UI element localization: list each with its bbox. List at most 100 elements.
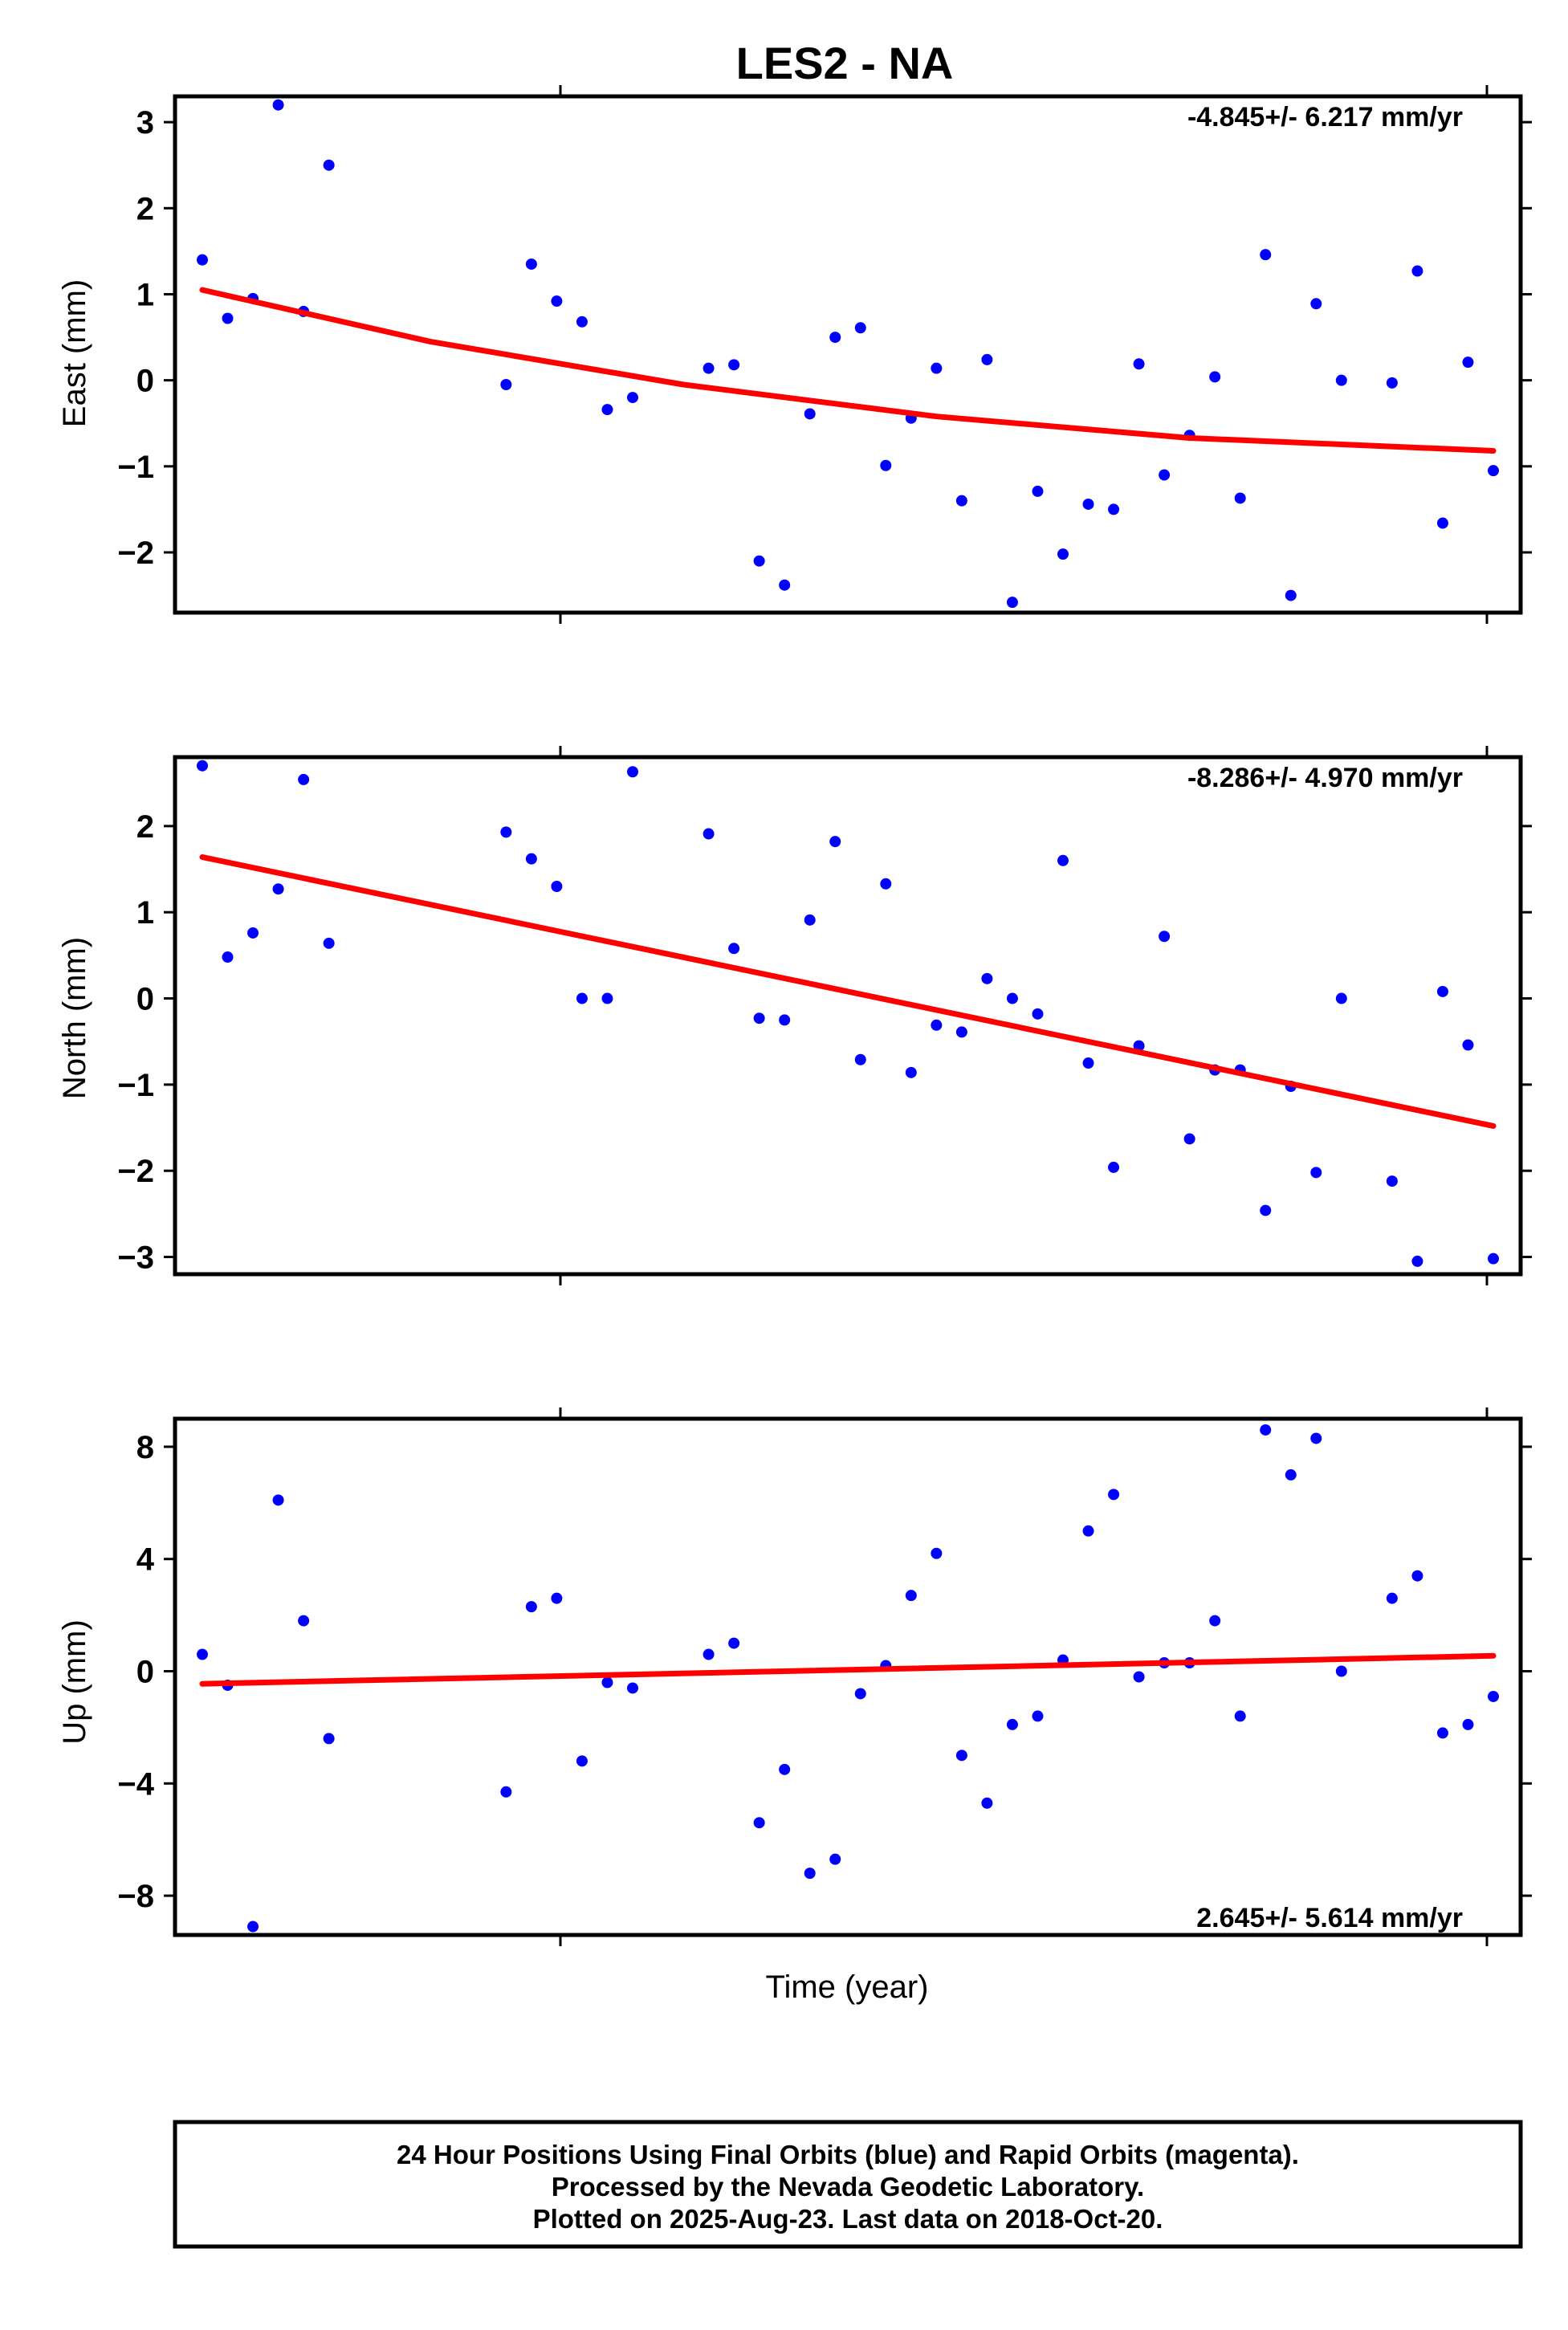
north-ytick-label: 0 [136, 982, 154, 1017]
up-data-point [1234, 1710, 1246, 1722]
east-data-point [955, 495, 967, 507]
east-data-point [1411, 265, 1423, 277]
up-ytick-label: 0 [136, 1655, 154, 1690]
up-data-point [601, 1676, 613, 1688]
east-data-point [525, 258, 537, 270]
up-data-point [1133, 1671, 1145, 1683]
east-data-point [1386, 377, 1398, 389]
footer-line-1: 24 Hour Positions Using Final Orbits (bl… [397, 2140, 1299, 2169]
up-data-point [1411, 1570, 1423, 1582]
east-y-axis-label: East (mm) [57, 279, 92, 427]
east-data-point [1285, 589, 1297, 601]
up-data-point [981, 1797, 993, 1809]
up-y-axis-label: Up (mm) [57, 1619, 92, 1745]
north-data-point [601, 992, 613, 1004]
north-data-point [1057, 854, 1069, 866]
up-data-point [247, 1921, 259, 1933]
east-data-point [222, 312, 234, 324]
north-data-point [551, 881, 563, 892]
up-trend-line [199, 1652, 1497, 1687]
north-ytick-label: 2 [136, 809, 154, 845]
up-data-point [931, 1547, 943, 1559]
north-rate-annotation: -8.286+/- 4.970 mm/yr [1187, 763, 1463, 793]
north-data-point [854, 1053, 866, 1065]
east-data-point [1209, 371, 1221, 383]
north-y-axis-label: North (mm) [57, 937, 92, 1099]
north-data-point [197, 760, 208, 772]
east-data-point [854, 322, 866, 334]
north-data-point [500, 826, 512, 838]
north-data-point [1082, 1057, 1094, 1069]
east-data-point [779, 579, 791, 591]
up-data-point [1462, 1718, 1474, 1730]
east-data-point [1310, 298, 1322, 310]
east-data-point [703, 362, 715, 374]
east-ytick-label: −1 [117, 450, 154, 485]
up-data-point [779, 1763, 791, 1775]
north-data-point [753, 1012, 765, 1024]
up-data-point [1285, 1468, 1297, 1481]
north-ytick-label: −3 [117, 1240, 154, 1276]
up-data-point [753, 1817, 765, 1829]
up-data-point [1108, 1489, 1120, 1501]
north-data-point [981, 972, 993, 984]
east-data-point [576, 316, 588, 328]
east-data-point [1006, 597, 1018, 609]
panel-up: 2.645+/- 5.614 mm/yr Up (mm) −8 −4 0 4 8 [57, 1407, 1532, 1946]
north-data-point [1488, 1253, 1499, 1265]
east-data-point [197, 254, 208, 266]
east-data-point [1108, 503, 1120, 515]
east-data-point [500, 379, 512, 391]
east-data-point [627, 392, 638, 404]
east-data-point [804, 408, 816, 420]
east-data-point [880, 459, 892, 471]
north-data-point [247, 927, 259, 939]
footer-box: 24 Hour Positions Using Final Orbits (bl… [173, 2120, 1523, 2249]
up-data-point [1488, 1690, 1499, 1702]
up-data-point [525, 1601, 537, 1613]
north-data-point [576, 992, 588, 1004]
east-trend-line [199, 287, 1497, 454]
up-data-point [1436, 1727, 1448, 1739]
north-data-points [197, 760, 1499, 1267]
north-data-point [1133, 1040, 1145, 1052]
up-data-point [1310, 1432, 1322, 1444]
east-data-point [753, 555, 765, 567]
east-data-point [1462, 356, 1474, 369]
north-data-point [222, 951, 234, 963]
east-ytick-label: 1 [136, 277, 154, 312]
north-data-point [525, 853, 537, 865]
north-ytick-label: 1 [136, 895, 154, 931]
east-data-point [931, 362, 943, 374]
up-data-point [1209, 1615, 1221, 1627]
north-data-point [905, 1066, 917, 1078]
up-data-point [905, 1590, 917, 1602]
up-data-point [829, 1853, 841, 1865]
north-data-point [1260, 1204, 1272, 1216]
up-data-points [197, 1424, 1499, 1933]
east-data-point [1032, 485, 1044, 497]
up-data-point [500, 1786, 512, 1798]
north-data-point [272, 883, 284, 895]
up-ytick-label: −4 [117, 1766, 154, 1802]
up-data-point [1032, 1710, 1044, 1722]
up-data-point [298, 1615, 310, 1627]
north-data-point [1462, 1039, 1474, 1051]
east-ytick-label: 3 [136, 105, 154, 141]
north-data-point [1386, 1175, 1398, 1187]
up-ytick-label: −8 [117, 1879, 154, 1914]
up-data-point [854, 1688, 866, 1700]
up-data-point [551, 1592, 563, 1604]
up-plot-frame [173, 1416, 1523, 1937]
up-data-point [272, 1494, 284, 1506]
north-trend-line [199, 854, 1497, 1129]
panel-east: -4.845+/- 6.217 mm/yr East (mm) −2 −1 0 1 2 3 [57, 85, 1532, 624]
up-data-point [728, 1637, 740, 1649]
east-plot-frame [173, 94, 1523, 615]
up-data-point [1386, 1592, 1398, 1604]
east-data-point [272, 99, 284, 111]
east-data-points [197, 99, 1499, 609]
north-data-point [931, 1019, 943, 1031]
north-data-point [1108, 1161, 1120, 1173]
up-data-point [1006, 1718, 1018, 1730]
